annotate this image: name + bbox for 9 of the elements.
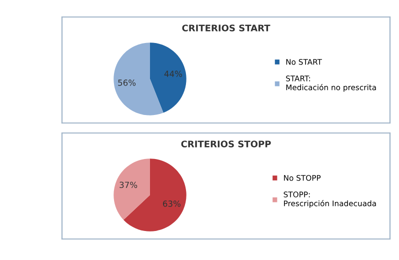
data-label: 37% — [120, 182, 138, 188]
chart-title: CRITERIOS STOPP — [181, 140, 271, 148]
chart-title: CRITERIOS START — [182, 24, 270, 32]
data-label: 56% — [118, 80, 136, 86]
pie-slice — [114, 42, 164, 116]
data-label: 63% — [163, 200, 180, 207]
data-label: 44% — [164, 70, 182, 77]
pie-slice — [150, 42, 186, 113]
pie-slice — [114, 158, 150, 220]
